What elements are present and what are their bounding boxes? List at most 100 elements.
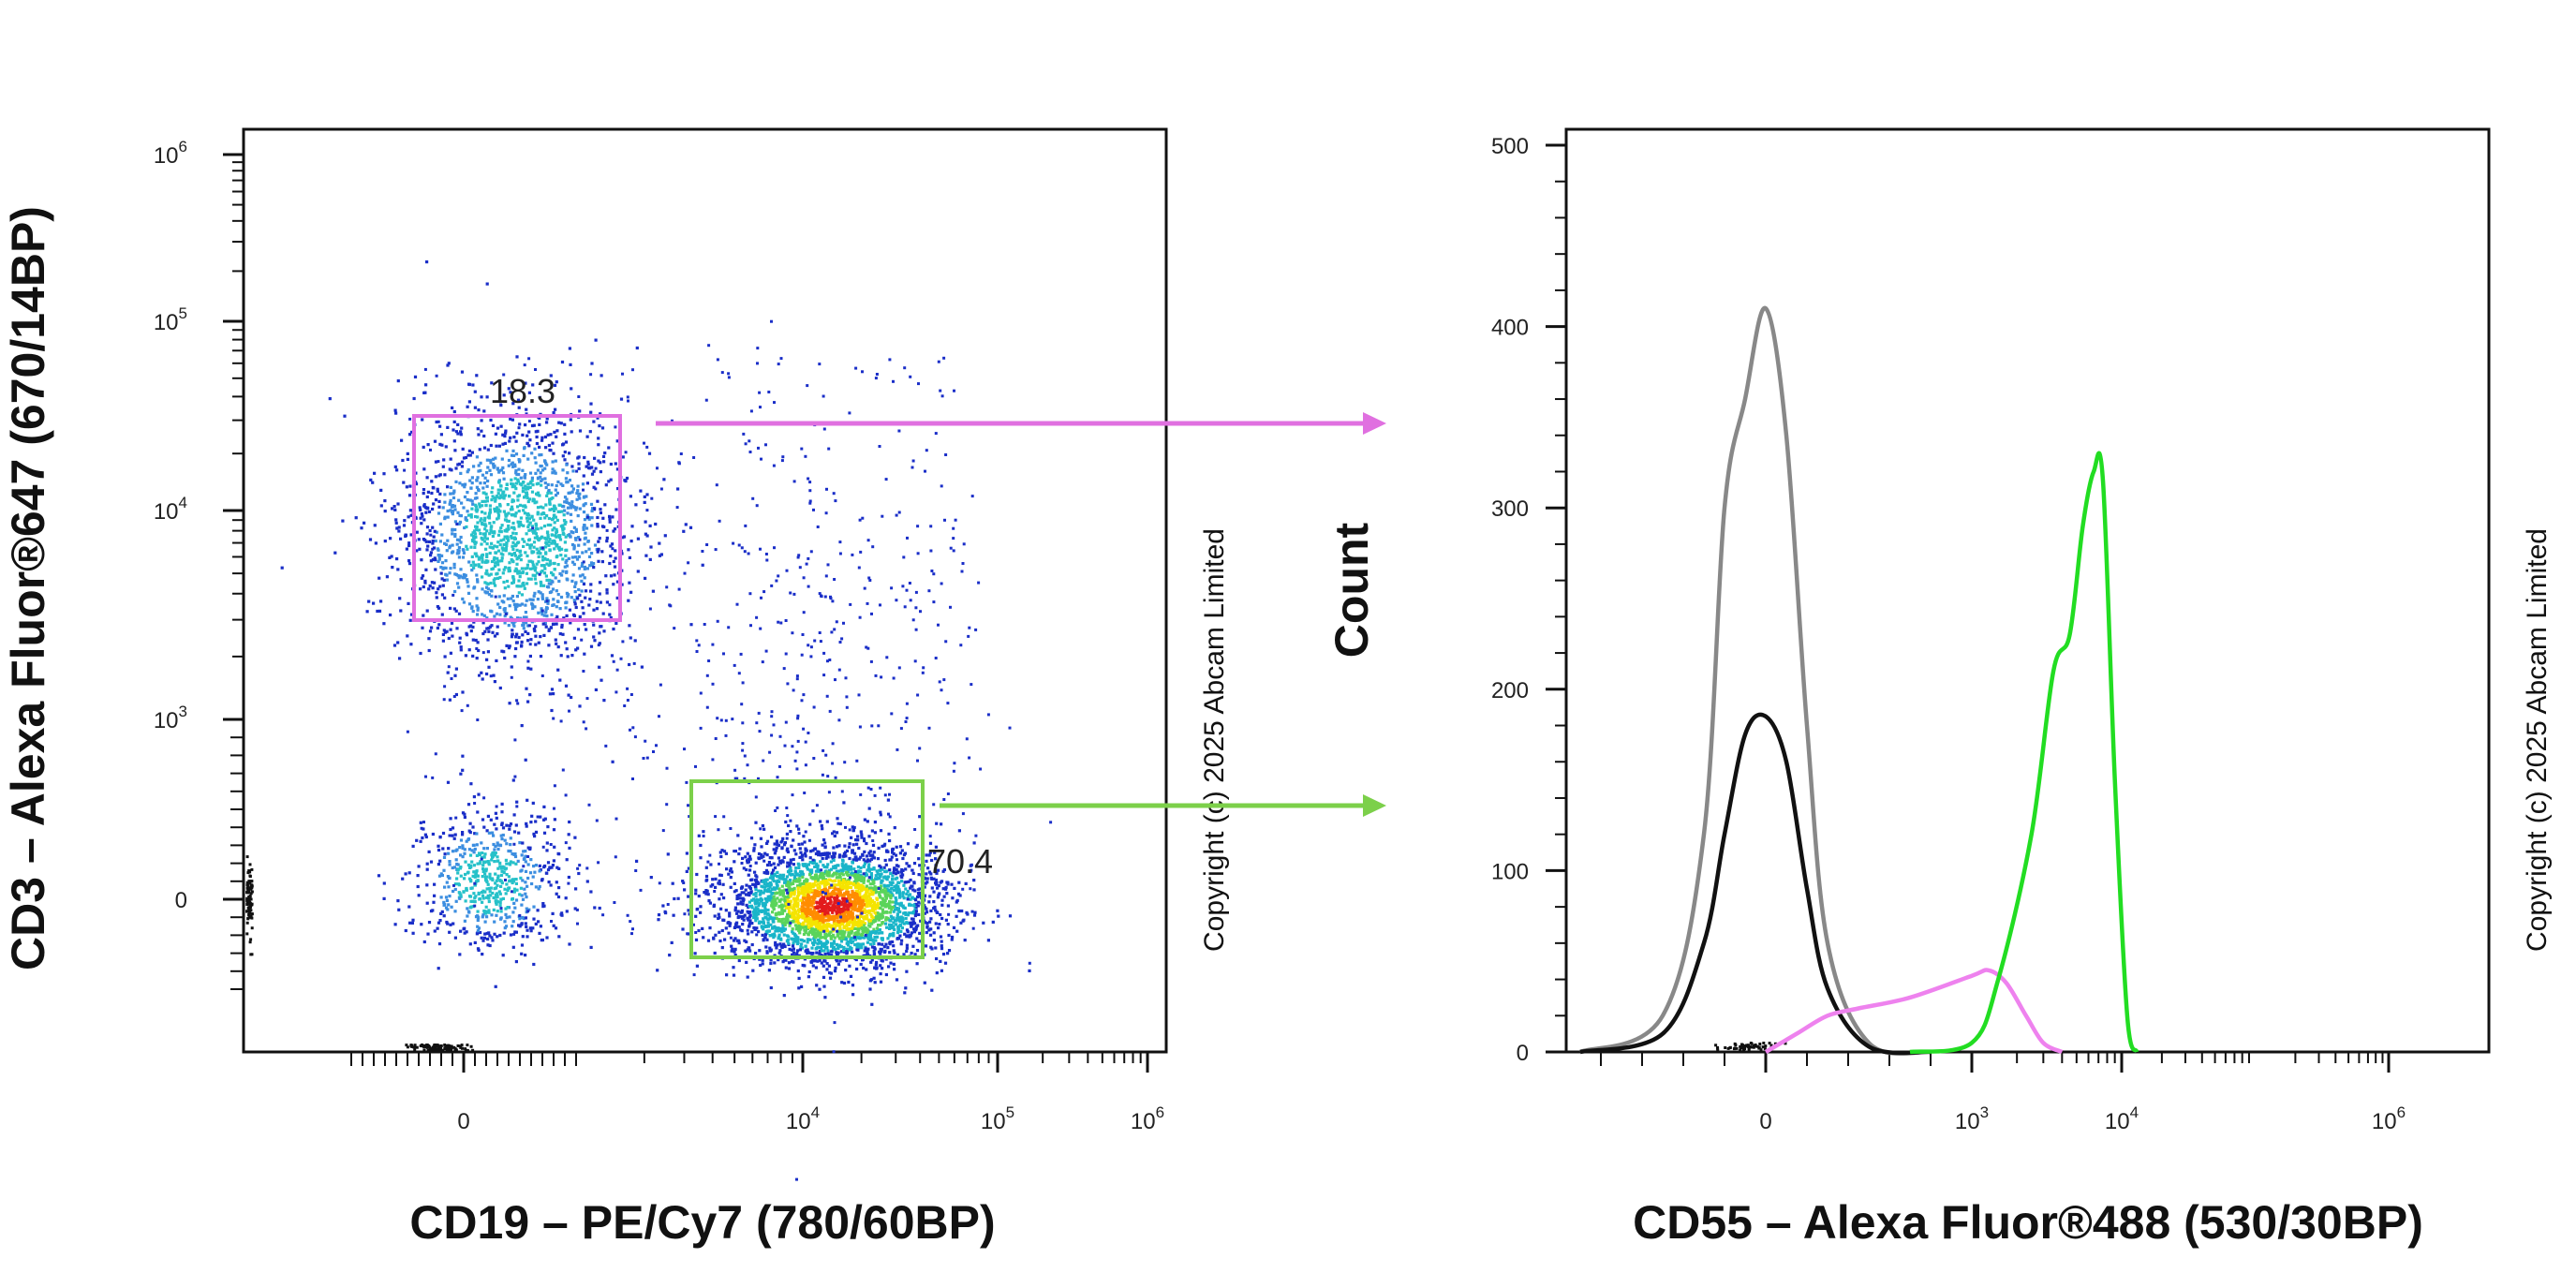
scatter-point [496,533,501,537]
scatter-point [628,624,631,628]
scatter-point [863,862,866,866]
scatter-point [900,926,904,930]
scatter-point [503,441,507,445]
scatter-point [816,927,820,931]
scatter-point [452,428,455,432]
scatter-point [851,851,854,854]
scatter-point [526,525,530,528]
scatter-point [620,583,624,586]
scatter-point [806,924,809,927]
scatter-point [529,577,533,581]
scatter-point [515,595,519,599]
scatter-point [475,597,479,600]
scatter-point [751,969,755,972]
scatter-point [512,436,516,439]
scatter-point [496,576,500,580]
scatter-point [592,635,596,639]
scatter-point [811,900,815,905]
scatter-point [393,408,397,412]
scatter-point [909,934,912,938]
scatter-point [382,472,386,476]
scatter-point [426,443,430,447]
scatter-point [783,923,787,927]
scatter-point [566,506,570,510]
scatter-point [553,507,556,511]
scatter-point [928,841,933,845]
scatter-point [537,550,540,554]
scatter-point [912,930,916,934]
scatter-point [530,423,535,428]
scatter-point [944,918,948,922]
scatter-point [444,566,448,570]
scatter-point [455,538,460,541]
scatter-point [851,993,855,997]
scatter-point [463,526,466,530]
scatter-point [582,527,585,531]
scatter-point [470,499,474,503]
scatter-point [844,969,848,972]
scatter-point [491,423,496,427]
scatter-point [859,855,863,859]
scatter-point [475,573,479,577]
scatter-point [524,487,527,491]
scatter-point [898,851,902,855]
scatter-point [905,935,909,939]
scatter-point [485,395,489,399]
scatter-point [884,972,888,977]
scatter-point [896,902,900,906]
scatter-point [925,872,928,876]
scatter-point [571,505,575,509]
scatter-point [856,901,860,905]
scatter-point [787,891,791,895]
scatter-point [866,868,869,872]
scatter-point [890,916,894,920]
scatter-point [730,949,733,953]
scatter-point [445,578,449,582]
scatter-point [878,868,881,872]
scatter-point [341,519,345,523]
scatter-point [821,896,824,899]
scatter-point [783,895,787,898]
scatter-point [505,513,509,517]
scatter-point [780,889,784,893]
scatter-point [425,476,429,480]
scatter-point [599,461,602,465]
scatter-point [396,568,400,571]
scatter-point [888,910,892,914]
scatter-point [875,967,879,970]
scatter-point [596,525,600,528]
scatter-point [836,864,839,867]
scatter-point [420,576,423,580]
scatter-point [865,910,868,913]
scatter-point [482,491,486,495]
scatter-point [454,609,458,613]
scatter-point [565,500,569,504]
scatter-point [699,843,703,848]
scatter-point [847,890,851,894]
scatter-point [596,499,600,503]
scatter-point [526,624,530,628]
scatter-point [764,868,768,872]
scatter-point [625,476,629,481]
scatter-point [409,643,413,646]
scatter-point [644,520,647,524]
scatter-point [895,898,898,902]
scatter-point [566,471,570,475]
scatter-point [597,548,600,552]
scatter-point [438,442,442,446]
scatter-point [545,578,549,582]
scatter-point [524,567,527,570]
scatter-point [946,923,950,926]
scatter-point [847,845,851,849]
scatter-point [609,615,613,620]
scatter-point [523,586,526,590]
scatter-point [488,458,493,462]
scatter-point [539,635,542,639]
scatter-point [796,941,800,945]
scatter-point [572,526,576,529]
scatter-point [797,863,801,866]
scatter-point [383,499,387,503]
scatter-point [424,568,428,571]
scatter-point [554,407,557,411]
scatter-point [886,875,891,879]
